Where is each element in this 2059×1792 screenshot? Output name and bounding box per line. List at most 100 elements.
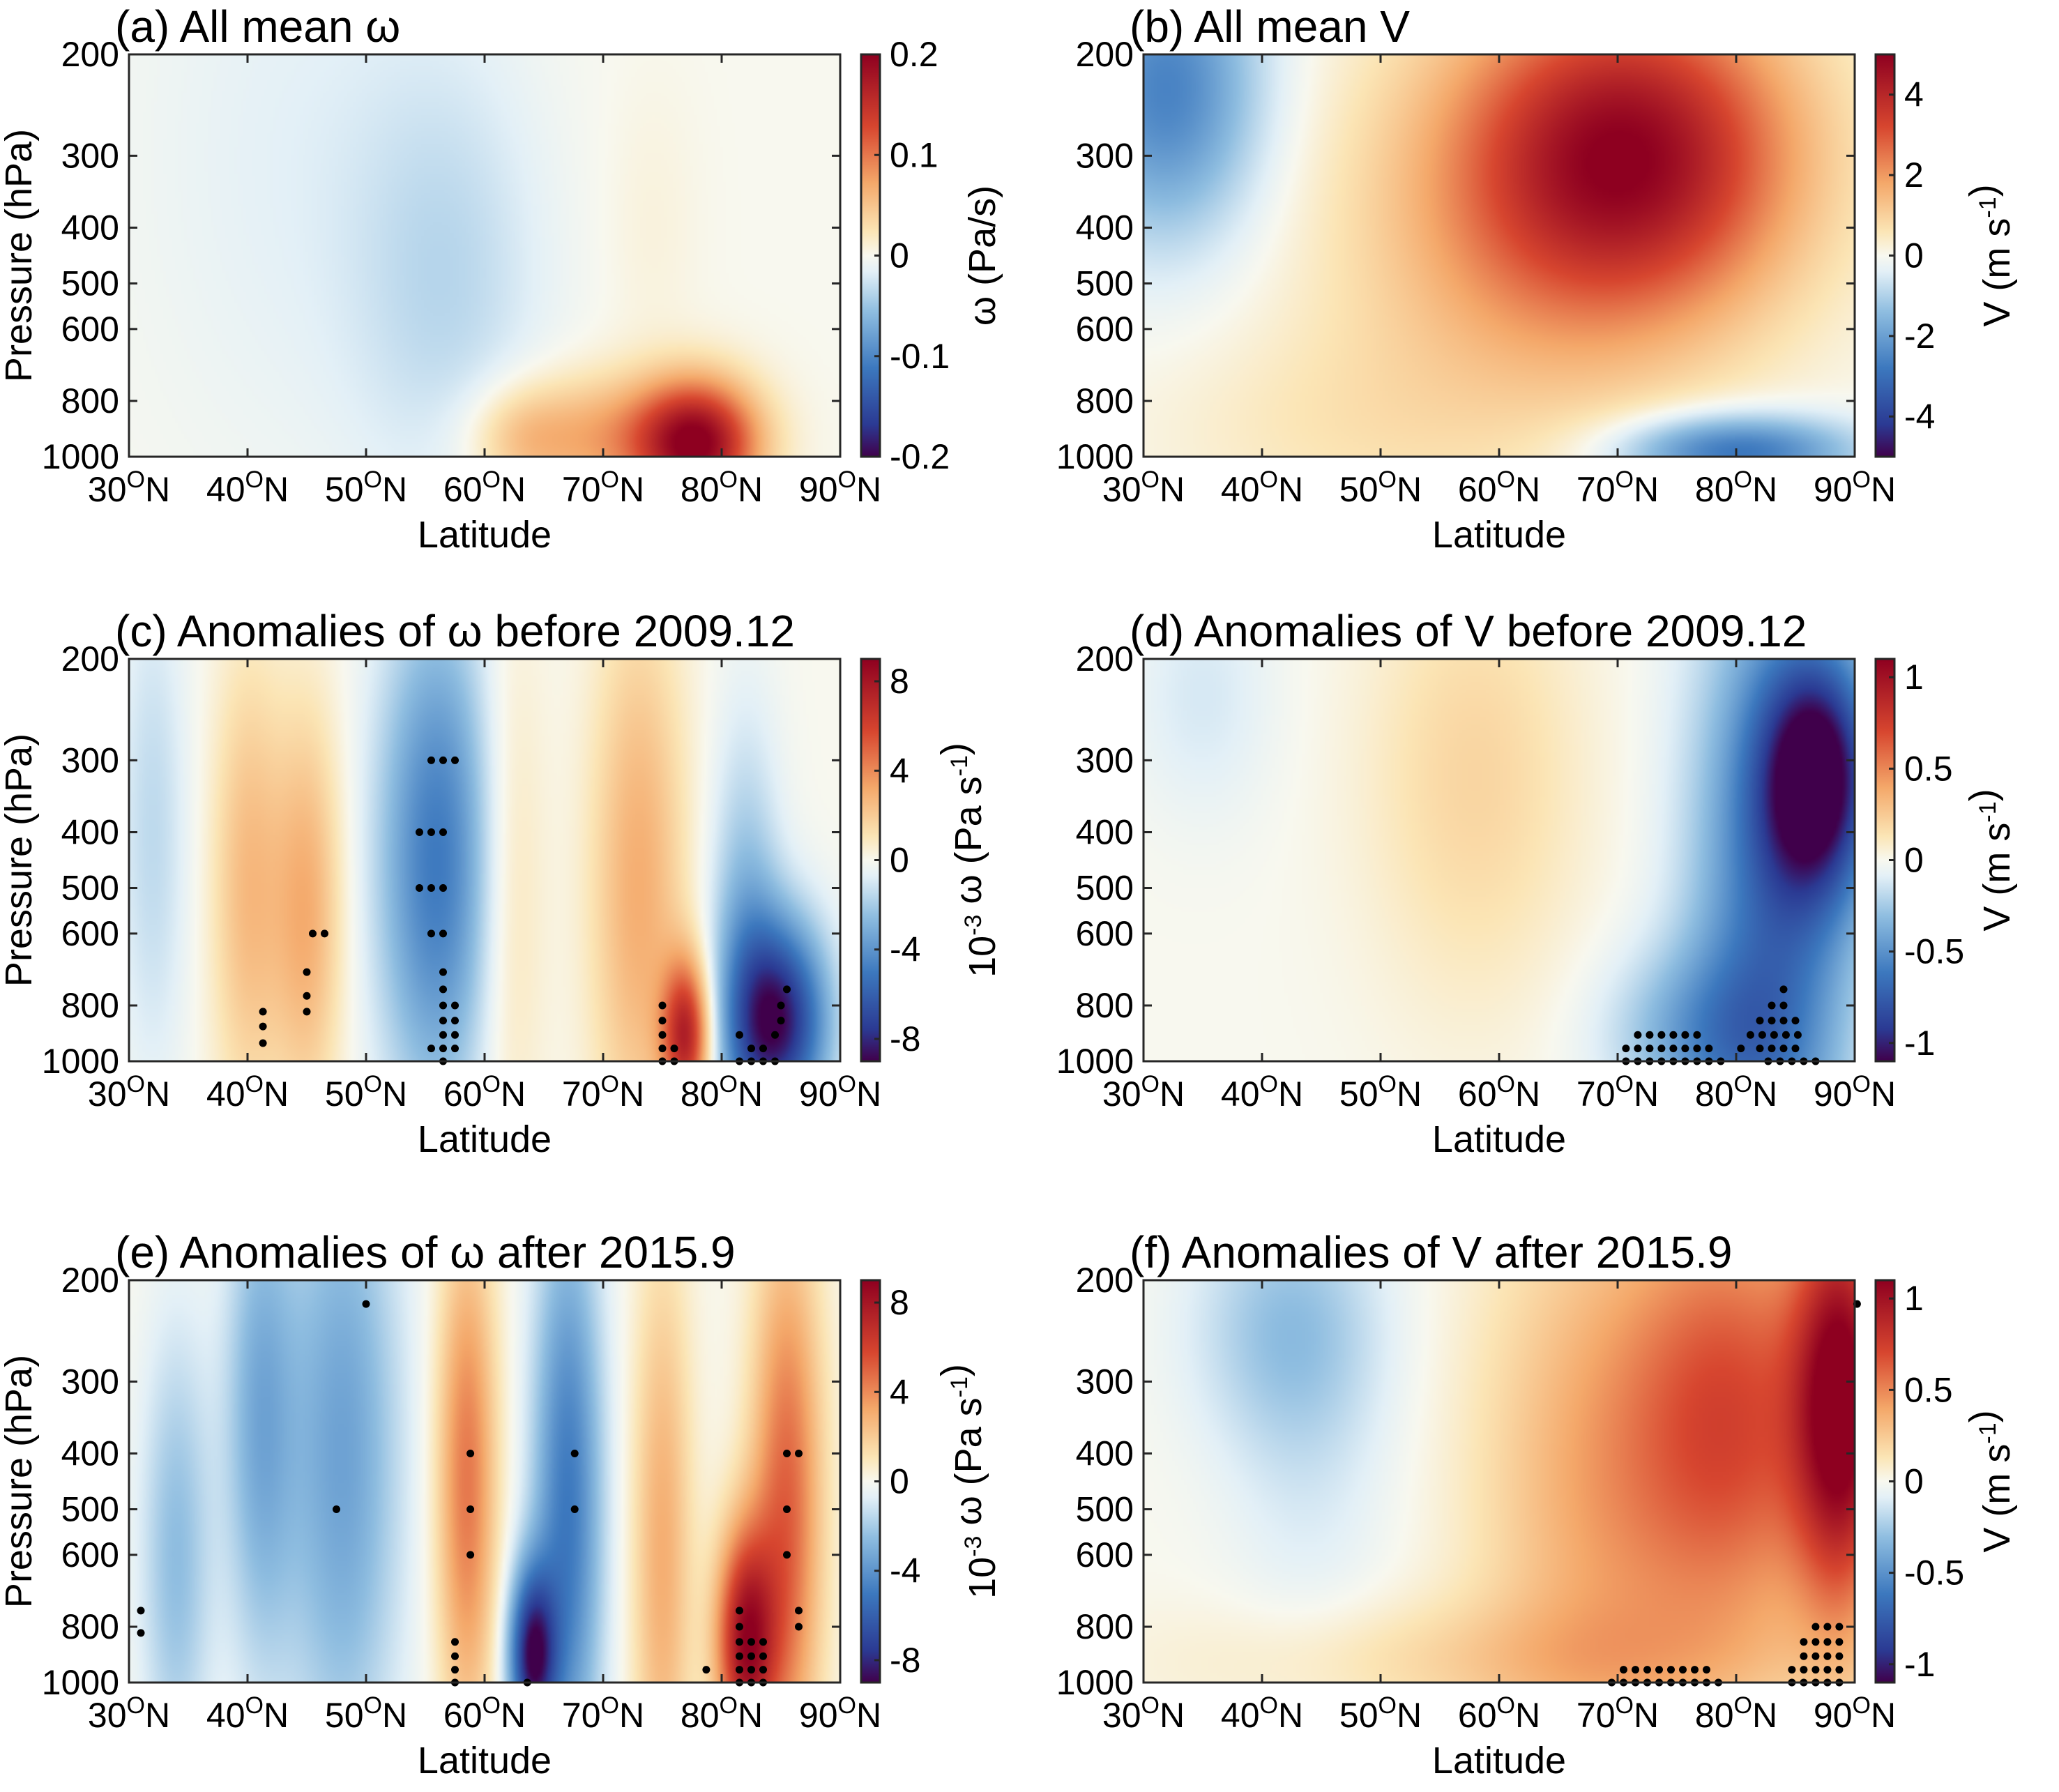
y-tick-label-a-0: 200 xyxy=(61,35,119,74)
y-tick-label-a-1: 300 xyxy=(61,136,119,175)
significance-dot-e-17 xyxy=(736,1638,743,1646)
colorbar-tick-label-e-0: 8 xyxy=(890,1283,909,1322)
significance-dot-e-15 xyxy=(736,1607,743,1615)
x-axis-label-b: Latitude xyxy=(1432,514,1566,556)
x-tick-label-e-1: 40ON xyxy=(206,1692,289,1735)
x-tick-label-e-0: 30ON xyxy=(88,1692,170,1735)
y-tick-label-e-5: 800 xyxy=(61,1607,119,1646)
y-tick-label-c-1: 300 xyxy=(61,741,119,780)
x-tick-label-d-0: 30ON xyxy=(1102,1071,1185,1114)
significance-dot-d-3 xyxy=(1669,1031,1678,1039)
significance-dot-e-8 xyxy=(451,1652,459,1660)
x-tick-label-e-6: 90ON xyxy=(799,1692,881,1735)
significance-dot-d-31 xyxy=(1758,1031,1766,1039)
y-tick-label-f-4: 600 xyxy=(1076,1535,1134,1574)
y-tick-label-e-2: 400 xyxy=(61,1434,119,1473)
significance-dot-e-3 xyxy=(333,1505,340,1513)
panel-e: 30ON 40ON 50ON 60ON 70ON 80ON 90ON 200 300 400 500… xyxy=(0,1227,1003,1782)
significance-dot-d-5 xyxy=(1693,1031,1701,1039)
colorbar-label-f: V (m s-1) xyxy=(1962,1410,2018,1552)
significance-dot-e-21 xyxy=(747,1652,755,1660)
x-tick-label-f-0: 30ON xyxy=(1102,1692,1185,1735)
significance-dot-d-35 xyxy=(1737,1045,1745,1053)
y-tick-label-b-4: 600 xyxy=(1076,310,1134,349)
colorbar-tick-label-c-0: 8 xyxy=(890,662,909,701)
significance-dot-e-4 xyxy=(466,1450,475,1458)
x-tick-label-c-5: 80ON xyxy=(681,1071,763,1114)
y-tick-label-e-3: 500 xyxy=(61,1489,119,1528)
significance-dot-f-16 xyxy=(1835,1666,1844,1674)
panel-title-f: (f) Anomalies of V after 2015.9 xyxy=(1130,1227,1732,1277)
significance-dot-c-15 xyxy=(303,1008,311,1016)
significance-dot-c-6 xyxy=(416,883,423,892)
significance-dot-c-5 xyxy=(439,828,447,837)
significance-dot-e-18 xyxy=(747,1638,755,1646)
colorbar-tick-label-a-2: 0 xyxy=(890,236,909,275)
colorbar-tick-label-a-4: -0.2 xyxy=(890,437,950,476)
y-tick-label-f-3: 500 xyxy=(1076,1489,1134,1528)
significance-dot-c-9 xyxy=(427,929,435,938)
y-tick-label-b-5: 800 xyxy=(1076,381,1134,420)
significance-dot-c-23 xyxy=(439,1017,447,1025)
significance-dot-d-27 xyxy=(1768,1017,1776,1025)
x-tick-label-b-6: 90ON xyxy=(1814,466,1896,509)
significance-dot-c-24 xyxy=(451,1017,459,1025)
x-tick-label-b-3: 60ON xyxy=(1458,466,1540,509)
y-tick-label-f-2: 400 xyxy=(1076,1434,1134,1473)
y-tick-label-f-0: 200 xyxy=(1076,1261,1134,1300)
colorbar-tick-label-d-4: -1 xyxy=(1904,1024,1935,1063)
x-tick-label-c-1: 40ON xyxy=(206,1071,289,1114)
colorbar-tick-label-b-2: 0 xyxy=(1904,236,1924,275)
y-tick-label-c-5: 800 xyxy=(61,986,119,1025)
y-tick-label-d-6: 1000 xyxy=(1056,1042,1134,1081)
y-tick-label-a-4: 600 xyxy=(61,310,119,349)
significance-dot-d-30 xyxy=(1746,1031,1754,1039)
x-tick-label-d-1: 40ON xyxy=(1221,1071,1303,1114)
colorbar-tick-label-e-1: 4 xyxy=(890,1372,909,1411)
panels: 30ON 40ON 50ON 60ON 70ON 80ON 90ON200300400500… xyxy=(0,1,2018,1782)
colorbar-label-c: 10-3 ω (Pa s-1) xyxy=(934,743,1003,978)
significance-dot-d-11 xyxy=(1681,1045,1689,1053)
panel-title-d: (d) Anomalies of V before 2009.12 xyxy=(1130,606,1807,656)
colorbar-label-b: V (m s-1) xyxy=(1962,184,2018,326)
significance-dot-f-11 xyxy=(1835,1652,1844,1660)
panel-title-c: (c) Anomalies of ω before 2009.12 xyxy=(115,606,795,656)
significance-dot-d-33 xyxy=(1781,1031,1790,1039)
significance-dot-f-1 xyxy=(1811,1623,1820,1631)
significance-dot-e-9 xyxy=(451,1666,459,1674)
colorbar-tick-label-c-3: -4 xyxy=(890,930,920,969)
significance-dot-f-29 xyxy=(1703,1666,1710,1674)
x-tick-label-a-3: 60ON xyxy=(443,466,526,509)
significance-dot-c-27 xyxy=(427,1045,435,1053)
colorbar-tick-label-d-2: 0 xyxy=(1904,841,1924,880)
significance-dot-f-5 xyxy=(1811,1638,1820,1646)
x-tick-label-f-3: 60ON xyxy=(1458,1692,1540,1735)
x-tick-label-d-2: 50ON xyxy=(1339,1071,1422,1114)
significance-dot-f-6 xyxy=(1823,1638,1832,1646)
x-tick-label-c-3: 60ON xyxy=(443,1071,526,1114)
significance-dot-d-7 xyxy=(1634,1045,1642,1053)
heatmap-field-c xyxy=(129,659,840,1061)
colorbar-tick-label-f-0: 1 xyxy=(1904,1279,1924,1318)
significance-dot-c-0 xyxy=(427,756,435,764)
x-tick-label-b-1: 40ON xyxy=(1221,466,1303,509)
significance-dot-d-13 xyxy=(1705,1045,1713,1053)
significance-dot-e-6 xyxy=(466,1551,475,1559)
significance-dot-e-12 xyxy=(570,1450,579,1458)
colorbar-tick-label-f-3: -0.5 xyxy=(1904,1554,1964,1593)
colorbar-tick-label-e-2: 0 xyxy=(890,1462,909,1501)
significance-dot-c-4 xyxy=(427,828,435,837)
x-tick-label-a-2: 50ON xyxy=(325,466,407,509)
y-tick-label-e-1: 300 xyxy=(61,1362,119,1401)
y-axis-label-c: Pressure (hPa) xyxy=(0,734,40,987)
significance-dot-d-10 xyxy=(1669,1045,1678,1053)
y-tick-label-d-5: 800 xyxy=(1076,986,1134,1025)
significance-dot-c-22 xyxy=(451,1001,459,1010)
significance-dot-d-23 xyxy=(1779,985,1788,994)
significance-dot-e-14 xyxy=(702,1666,711,1674)
x-tick-label-f-5: 80ON xyxy=(1695,1692,1777,1735)
colorbar-tick-label-d-0: 1 xyxy=(1904,658,1924,697)
significance-dot-e-34 xyxy=(795,1623,803,1631)
colorbar-tick-label-c-4: -8 xyxy=(890,1019,920,1058)
significance-dot-c-28 xyxy=(439,1045,447,1053)
